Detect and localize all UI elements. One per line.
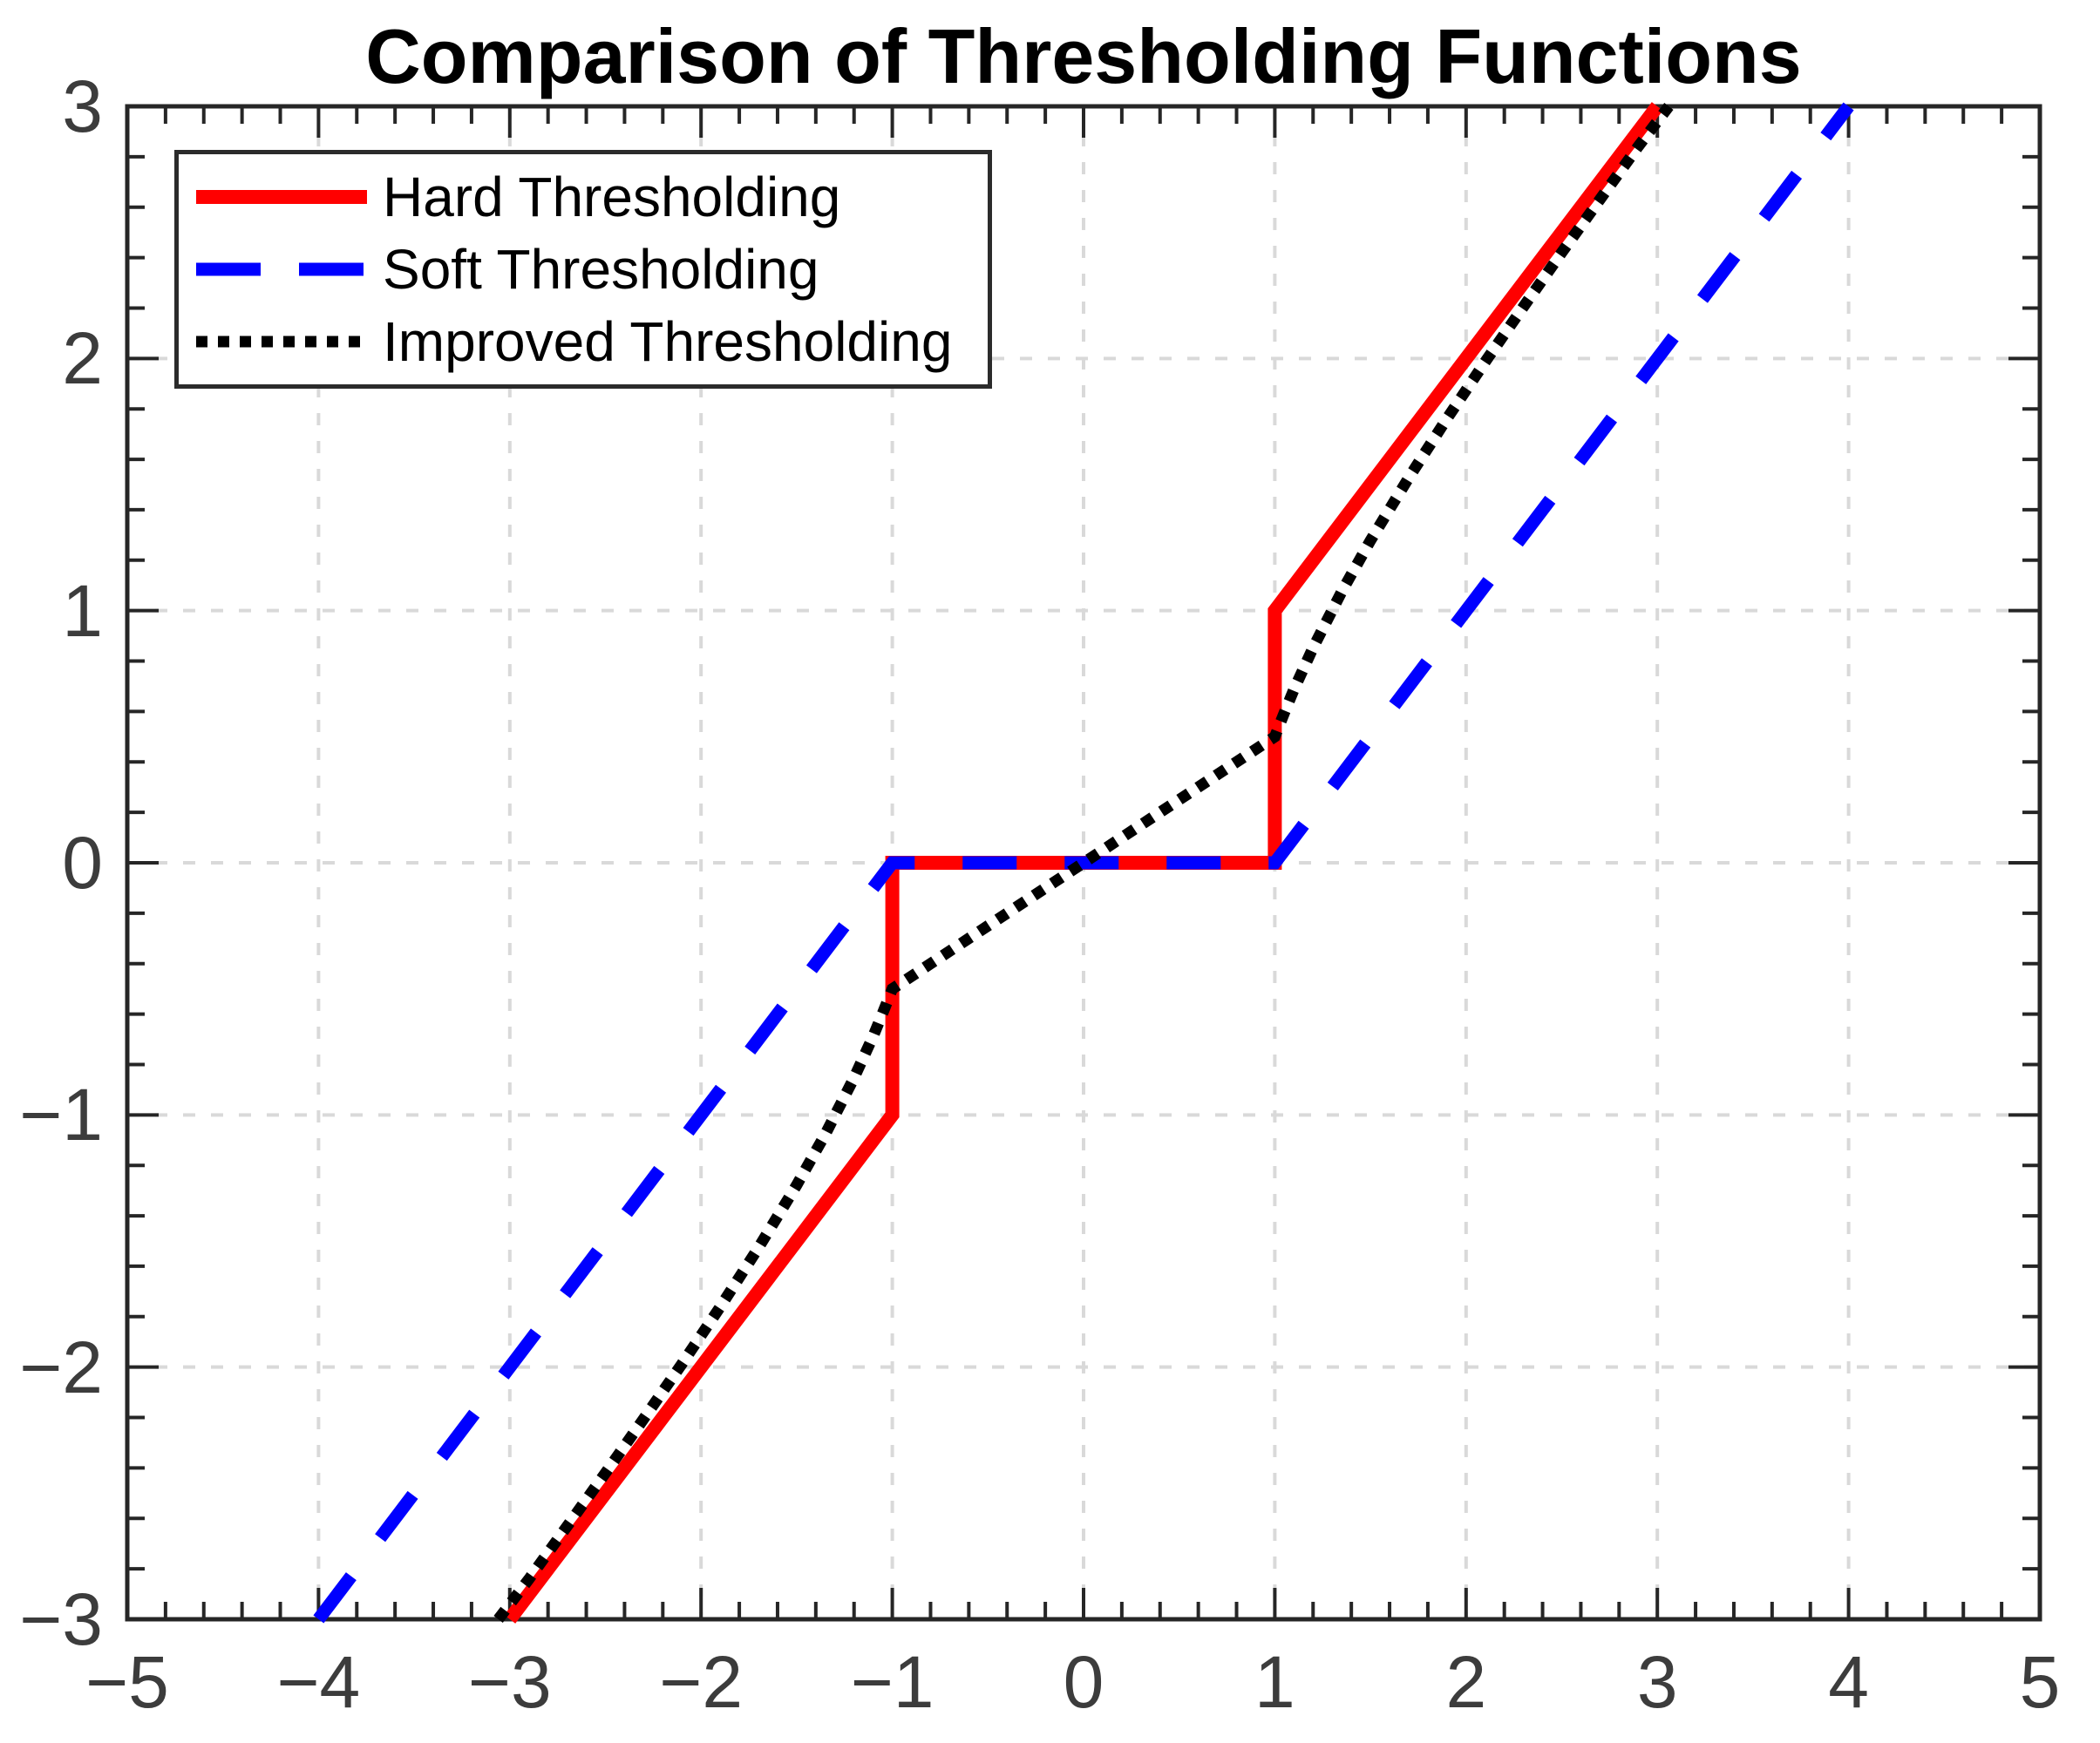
legend-item-soft: Soft Thresholding bbox=[194, 237, 979, 302]
legend-line-improved-icon bbox=[196, 336, 367, 348]
x-tick-label: −3 bbox=[467, 1641, 552, 1723]
legend-item-improved: Improved Thresholding bbox=[194, 309, 979, 374]
legend: Hard Thresholding Soft Thresholding Impr… bbox=[174, 150, 992, 389]
legend-item-hard: Hard Thresholding bbox=[194, 165, 979, 229]
legend-line-hard-icon bbox=[196, 190, 367, 205]
x-tick-label: 5 bbox=[2019, 1641, 2061, 1723]
legend-label-hard: Hard Thresholding bbox=[383, 166, 841, 229]
x-tick-label: 1 bbox=[1254, 1641, 1295, 1723]
y-tick-label: 3 bbox=[62, 65, 103, 147]
chart-title: Comparison of Thresholding Functions bbox=[365, 13, 1802, 99]
legend-label-improved: Improved Thresholding bbox=[383, 309, 953, 373]
x-tick-label: 2 bbox=[1445, 1641, 1487, 1723]
y-tick-label: −2 bbox=[19, 1326, 103, 1408]
x-tick-label: −5 bbox=[85, 1641, 169, 1723]
x-tick-label: 0 bbox=[1063, 1641, 1104, 1723]
y-tick-label: 1 bbox=[62, 569, 103, 652]
series-soft bbox=[313, 102, 1854, 1624]
legend-label-soft: Soft Thresholding bbox=[383, 237, 819, 301]
legend-line-soft-icon bbox=[196, 262, 367, 276]
x-tick-label: −4 bbox=[276, 1641, 361, 1723]
y-tick-label: 2 bbox=[62, 317, 103, 400]
x-tick-label: 3 bbox=[1636, 1641, 1678, 1723]
y-tick-label: −1 bbox=[19, 1074, 103, 1156]
y-tick-label: 0 bbox=[62, 822, 103, 904]
x-tick-label: −1 bbox=[850, 1641, 934, 1723]
y-tick-label: −3 bbox=[19, 1578, 103, 1660]
tick-marks bbox=[126, 105, 2042, 1621]
x-tick-label: −2 bbox=[659, 1641, 744, 1723]
series-improved bbox=[493, 103, 1674, 1623]
x-tick-label: 4 bbox=[1828, 1641, 1869, 1723]
